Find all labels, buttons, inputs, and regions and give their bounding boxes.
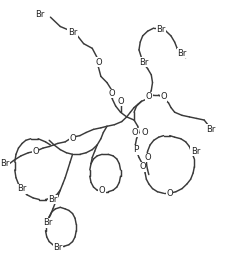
Text: Br: Br — [139, 58, 149, 67]
Text: Br: Br — [17, 184, 27, 193]
Text: Br: Br — [48, 195, 58, 204]
Text: O: O — [132, 128, 138, 137]
Text: O: O — [95, 58, 102, 67]
Text: O: O — [144, 153, 151, 162]
Text: O: O — [167, 189, 173, 198]
Text: O: O — [99, 186, 105, 195]
Text: O: O — [109, 89, 115, 98]
Text: Br: Br — [177, 48, 187, 58]
Text: Br: Br — [43, 218, 53, 227]
Text: Br: Br — [0, 159, 10, 168]
Text: Br: Br — [35, 10, 44, 19]
Text: O: O — [146, 92, 152, 101]
Text: Br: Br — [156, 25, 166, 34]
Text: Br: Br — [206, 125, 215, 134]
Text: O: O — [139, 162, 146, 171]
Text: Br: Br — [53, 243, 62, 252]
Text: P: P — [133, 145, 139, 154]
Text: Br: Br — [68, 28, 77, 37]
Text: O: O — [69, 134, 76, 143]
Text: O: O — [32, 147, 39, 156]
Text: O: O — [142, 128, 148, 137]
Text: Br: Br — [191, 147, 200, 156]
Text: O: O — [160, 92, 167, 101]
Text: O: O — [117, 97, 124, 106]
